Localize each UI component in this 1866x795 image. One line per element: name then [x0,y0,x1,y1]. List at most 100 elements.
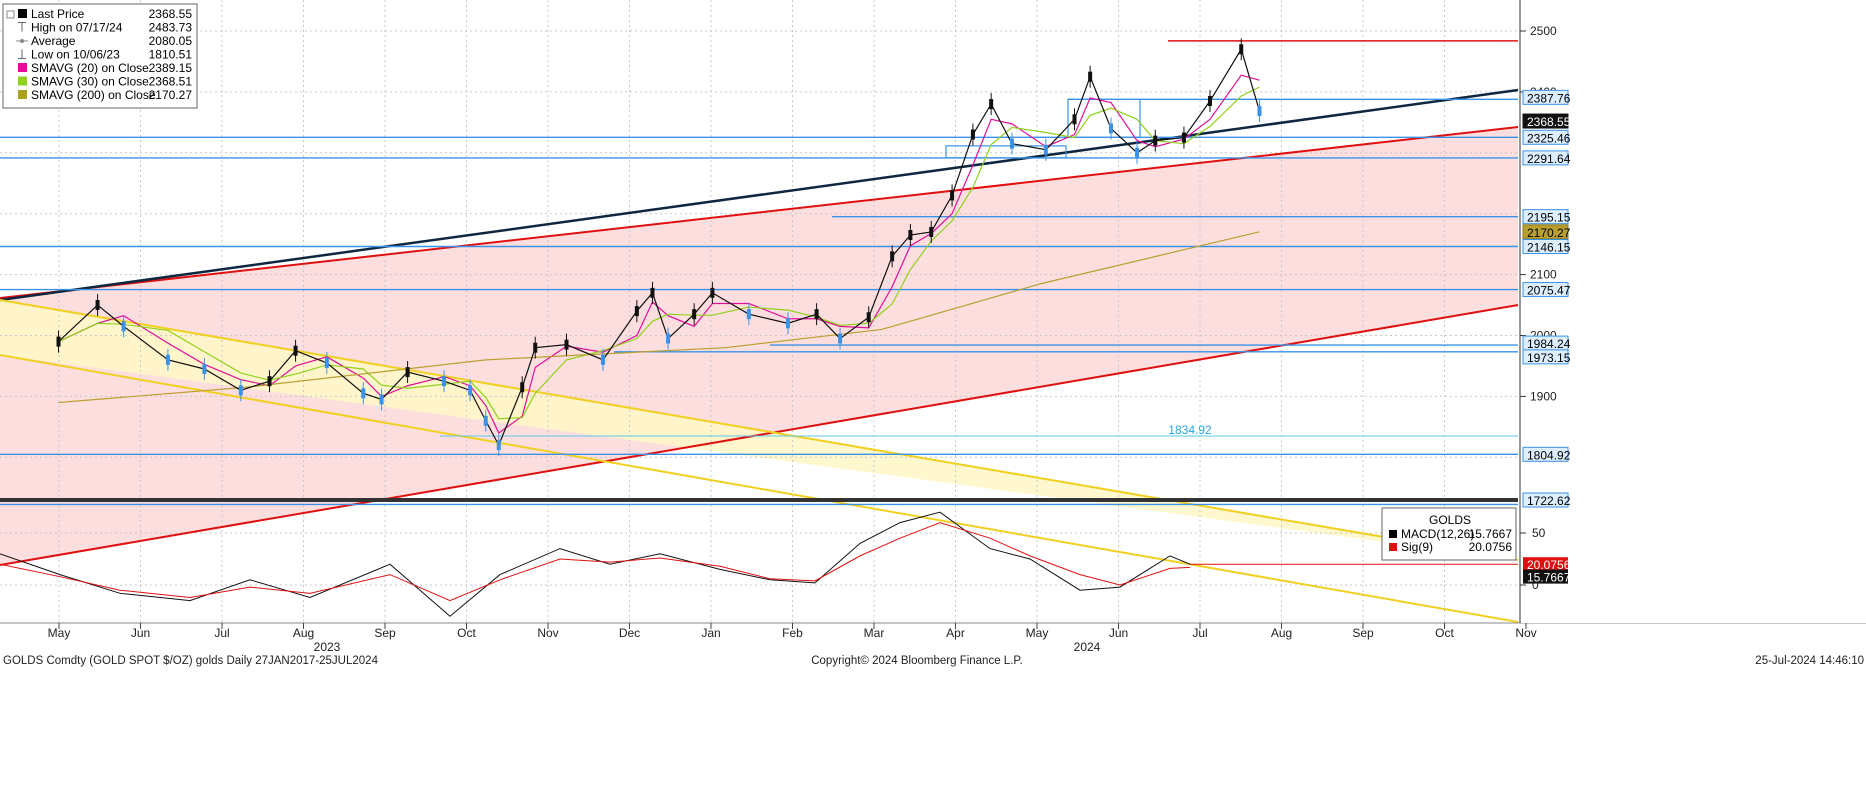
price-tag-box [1522,238,1569,254]
price-tag-label: 2195.15 [1527,211,1571,225]
month-label: Dec [619,626,640,640]
price-tag-box [1522,349,1569,365]
axes: 25002400210020001900500MayJunJulAugSepOc… [48,0,1866,654]
macd-legend-label: Sig(9) [1401,540,1433,554]
macd-legend-swatch [1389,530,1397,538]
price-tag-box [1522,113,1569,129]
footer-center: Copyright© 2024 Bloomberg Finance L.P. [811,655,1023,667]
legend-value: 2170.27 [149,88,193,102]
price-tag-label: 2170.27 [1527,226,1571,240]
yellow-channel-upper [0,299,1519,561]
price-tick-label: 2100 [1530,268,1557,282]
macd-tag-box [1523,557,1568,572]
footer-right: 25-Jul-2024 14:46:10 [1755,655,1864,667]
price-tag-box [1522,282,1569,298]
macd-tag-label: 20.0756 [1527,558,1571,572]
legend-label: SMAVG (200) on Close [31,88,156,102]
macd-panel [0,498,1866,624]
macd-legend-frame [1381,507,1517,561]
price-tag-box [1522,446,1569,462]
month-label: Jun [131,626,150,640]
legend-value: 2368.51 [149,75,193,89]
price-tag-box [1522,150,1569,166]
price-tag-label: 1973.15 [1527,351,1571,365]
price-tick-label: 2500 [1530,24,1557,38]
red-channel-upper [0,126,1519,299]
macd-legend-label: MACD(12,26) [1401,527,1474,541]
month-label: Oct [1435,626,1454,640]
navy-trendline [0,88,1519,302]
level-annotation: 1834.92 [1168,423,1212,437]
price-tag-label: 1722.62 [1527,494,1571,508]
price-tag-box [1522,209,1569,225]
price-series [56,38,1262,457]
macd-legend-value: 20.0756 [1469,540,1513,554]
month-label: Aug [293,626,314,640]
month-label: Feb [782,626,803,640]
month-label: Mar [864,626,885,640]
legend-swatch [18,9,27,18]
month-label: Nov [537,626,558,640]
month-label: May [1026,626,1049,640]
legend-frame [2,3,198,109]
legend-value: 2389.15 [149,61,193,75]
month-label: Nov [1515,626,1536,640]
legend-swatch [18,76,27,86]
legend-label: Low on 10/06/23 [31,48,120,62]
price-tag-label: 2075.47 [1527,284,1571,298]
legend-swatch [18,63,27,72]
macd-tag-box [1523,569,1568,584]
price-tag-label: 2146.15 [1527,240,1571,254]
consolidation-box [945,145,1067,159]
price-tag-box [1522,492,1569,508]
price-tick-label: 1900 [1530,389,1557,403]
legend-label: Average [31,34,76,48]
macd-legend-value: 15.7667 [1469,527,1513,541]
signal-line [0,522,1191,602]
price-tags: 2387.76 2368.55 2325.46 2291.64 2195.152170.… [1168,89,1571,585]
month-label: Jun [1109,626,1128,640]
sma200-line [58,231,1260,404]
macd-tick-label: 0 [1532,578,1539,592]
price-tag-label: 2368.55 [1527,115,1571,129]
legend-label: Last Price [31,7,85,21]
month-label: Jul [214,626,229,640]
axis-background [1521,0,1866,623]
footer: GOLDS Comdty (GOLD SPOT $/OZ) golds Dail… [3,655,1864,667]
legend-swatch [18,90,27,99]
macd-line [0,511,1191,617]
price-tag-label: 1984.24 [1527,337,1571,351]
trend-lines [0,40,1519,623]
red-channel-lower [0,304,1519,566]
legend-label: High on 07/17/24 [31,21,123,35]
price-tag-label: 2325.46 [1527,131,1571,145]
macd-legend-swatch [1389,543,1397,551]
year-label: 2024 [1074,640,1101,654]
yellow-channel-lower [0,354,1519,623]
month-label: Oct [457,626,476,640]
month-label: Jan [701,626,720,640]
price-tag-box [1522,224,1569,240]
collapse-icon [6,10,15,19]
red-channel-fill [0,127,1518,565]
consolidation-box [1067,98,1141,138]
month-label: May [48,626,71,640]
legend-label: SMAVG (20) on Close [31,61,149,75]
legend-value: 2483.73 [149,21,193,35]
legend-value: 1810.51 [149,48,193,62]
price-tag-label: 1804.92 [1527,448,1571,462]
macd-legend-title: GOLDS [1429,513,1471,527]
legend-label: SMAVG (30) on Close [31,75,149,89]
footer-left: GOLDS Comdty (GOLD SPOT $/OZ) golds Dail… [3,655,379,667]
legend-box: Last Price 2368.55 High on 07/17/24 2483.73… [2,3,198,109]
month-label: Jul [1192,626,1207,640]
month-label: Sep [1352,626,1374,640]
price-tag-box [1522,89,1569,105]
price-tag-label: 2291.64 [1527,152,1571,166]
month-label: Apr [946,626,965,640]
legend-value: 2080.05 [149,34,193,48]
legend-avg-marker [20,39,24,43]
